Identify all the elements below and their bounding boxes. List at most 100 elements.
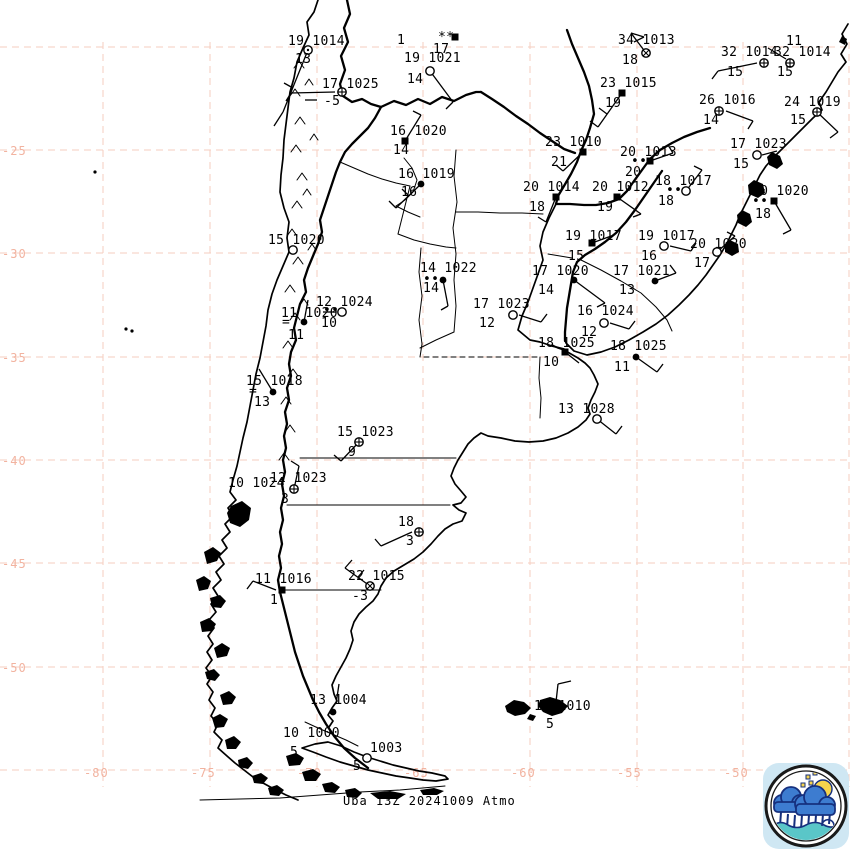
station-temp-pressure: 13 1004 xyxy=(310,693,367,708)
station-dewpoint: 18 xyxy=(622,53,638,68)
wind-barb xyxy=(726,231,736,237)
wind-barb xyxy=(335,683,340,705)
weather-station: 20 1012 19 xyxy=(592,180,649,218)
latitude-label: -30 xyxy=(2,247,27,261)
weather-station: 20 1014 18 xyxy=(523,180,580,223)
station-temp-pressure: 15 1023 xyxy=(337,425,394,440)
pacific-islet xyxy=(124,327,128,331)
station-marker-dot xyxy=(570,276,578,284)
station-temp-pressure: 23 1010 xyxy=(545,135,602,150)
station-marker-dot xyxy=(329,708,337,716)
wind-barb xyxy=(518,314,542,323)
station-temp-pressure: 17 1023 xyxy=(730,137,787,152)
wind-barb xyxy=(401,188,410,197)
partial-station-text: 17 xyxy=(433,42,449,57)
station-temp-pressure: 15 1020 xyxy=(268,233,325,248)
weather-station: 183 xyxy=(374,515,424,549)
logo-cloud-front xyxy=(794,785,836,816)
wind-barb xyxy=(773,200,792,231)
station-marker-circle xyxy=(681,186,691,196)
fuegian-channels-line xyxy=(199,785,446,801)
weather-station: 14 1022 14•• xyxy=(420,261,477,311)
station-temp-pressure: 20 1014 xyxy=(523,180,580,195)
wind-barb xyxy=(598,107,608,115)
station-dewpoint: 16 xyxy=(641,249,657,264)
province-borders xyxy=(280,149,573,591)
station-marker-dot xyxy=(439,276,447,284)
wind-barb xyxy=(273,111,284,127)
station-dewpoint: 13 xyxy=(295,52,311,67)
station-temp-pressure: 20 1020 xyxy=(752,184,809,199)
wind-barb xyxy=(290,460,300,467)
weather-station: 32 1014 15 xyxy=(767,45,831,80)
wind-barb xyxy=(344,559,353,569)
station-dewpoint: 12 xyxy=(479,316,495,331)
wind-barb xyxy=(747,120,754,130)
station-temp-pressure: 20 1013 xyxy=(620,145,677,160)
partial-station-text: ** xyxy=(438,30,454,45)
station-dewpoint: 3 xyxy=(406,534,414,549)
station-marker-dot xyxy=(417,180,425,188)
weather-symbol: •• xyxy=(752,194,768,209)
wind-barb xyxy=(540,313,548,323)
station-marker-square xyxy=(613,193,621,201)
station-marker-circle xyxy=(599,318,609,328)
station-marker-circle xyxy=(288,245,298,255)
station-temp-pressure: 20 1020 xyxy=(690,237,747,252)
logo-inner-ring xyxy=(770,770,842,842)
station-dewpoint: 15 xyxy=(568,249,584,264)
weather-station: 17 1020 14 xyxy=(532,264,606,308)
station-temp-pressure: 20 1012 xyxy=(592,180,649,195)
wind-barb xyxy=(442,279,449,307)
longitude-label: -60 xyxy=(511,766,536,780)
station-temp-pressure: 32 1014 xyxy=(774,45,831,60)
station-dewpoint: 14 xyxy=(423,281,439,296)
border-argentina-bolivia xyxy=(379,90,483,109)
station-marker-circle xyxy=(712,247,722,257)
station-temp-pressure: 15 1018 xyxy=(246,374,303,389)
station-dewpoint: 5 xyxy=(546,717,554,732)
wind-barb xyxy=(283,82,294,89)
station-dewpoint: 15 xyxy=(777,65,793,80)
station-dewpoint: 20 xyxy=(625,165,641,180)
weather-station: 18 1017 18•• xyxy=(655,165,712,209)
weather-station: 20 1020 18•• xyxy=(752,184,809,235)
weather-station: 16 1024 12 xyxy=(577,304,636,340)
pacific-islet xyxy=(130,329,134,333)
station-temp-pressure: 22 1015 xyxy=(348,569,405,584)
wind-barb xyxy=(404,114,422,142)
wind-barb xyxy=(667,144,674,154)
station-marker-circle xyxy=(337,307,347,317)
station-dewpoint: 10 xyxy=(543,355,559,370)
station-dewpoint: 12 xyxy=(581,325,597,340)
weather-station: 34 1013 18 xyxy=(618,32,675,68)
weather-station: 19 1017 15 xyxy=(565,229,622,264)
latitude-label: -50 xyxy=(2,661,27,675)
weather-station: 15 1018 13= xyxy=(246,368,303,410)
station-temp-pressure: 16 1020 xyxy=(390,124,447,139)
longitude-label: -75 xyxy=(191,766,216,780)
station-dewpoint: -5 xyxy=(324,94,340,109)
weather-station: 18 1025 11 xyxy=(610,339,667,375)
station-dewpoint: 15 xyxy=(790,113,806,128)
weather-station: 17 1021 13 xyxy=(613,264,677,298)
wind-barb xyxy=(597,92,623,128)
weather-station: 13 1004 xyxy=(310,683,367,716)
wind-barb xyxy=(258,368,274,393)
station-marker-square xyxy=(552,193,560,201)
wind-barb xyxy=(656,363,664,373)
station-temp-pressure: 24 1019 xyxy=(784,95,841,110)
coastline-atlantic-argentina xyxy=(327,344,599,728)
wind-barb xyxy=(615,425,623,435)
station-temp-pressure: 11 1020 xyxy=(281,306,338,321)
station-dewpoint: 10 xyxy=(321,316,337,331)
latitude-label: -35 xyxy=(2,351,27,365)
wind-barb xyxy=(282,49,309,113)
weather-symbol: = xyxy=(249,384,257,399)
station-marker-square xyxy=(618,89,626,97)
weather-station: 12 1024 10•• xyxy=(316,295,373,331)
wind-barb xyxy=(596,302,606,308)
station-marker-dot xyxy=(632,353,640,361)
